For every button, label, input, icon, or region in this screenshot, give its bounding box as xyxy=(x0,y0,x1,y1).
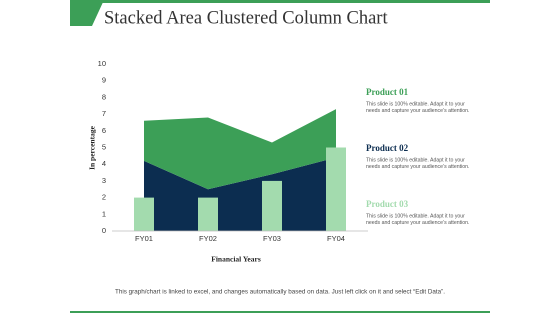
x-tick-label: FY01 xyxy=(135,234,153,243)
legend-description: This slide is 100% editable. Adapt it to… xyxy=(366,157,465,163)
bar xyxy=(326,147,346,231)
y-axis-label: In percentage xyxy=(88,125,97,169)
legend-entry: Product 03 xyxy=(366,199,409,209)
bar xyxy=(262,180,282,231)
legend-entry: Product 02 xyxy=(366,143,409,153)
x-tick-label: FY03 xyxy=(263,234,281,243)
top-rule xyxy=(70,0,490,3)
legend-description: This slide is 100% editable. Adapt it to… xyxy=(366,213,465,219)
y-tick-label: 2 xyxy=(102,193,106,202)
legend-description: needs and capture your audience’s attent… xyxy=(366,108,469,114)
area xyxy=(144,109,336,190)
y-tick-label: 8 xyxy=(102,92,106,101)
legend-description: needs and capture your audience’s attent… xyxy=(366,164,469,170)
legend-entry: Product 01 xyxy=(366,87,409,97)
y-tick-label: 7 xyxy=(102,109,106,118)
y-tick-label: 6 xyxy=(102,126,106,135)
legend-description: needs and capture your audience’s attent… xyxy=(366,220,469,226)
y-tick-label: 5 xyxy=(102,142,106,151)
x-axis-label: Financial Years xyxy=(211,255,261,264)
x-tick-label: FY04 xyxy=(327,234,345,243)
y-tick-label: 3 xyxy=(102,176,106,185)
y-tick-label: 1 xyxy=(102,209,106,218)
title-accent xyxy=(70,0,104,26)
chart-title: Stacked Area Clustered Column Chart xyxy=(104,8,388,28)
legend-description: This slide is 100% editable. Adapt it to… xyxy=(366,101,465,107)
bottom-rule xyxy=(70,311,490,313)
bar xyxy=(134,197,154,231)
y-tick-label: 10 xyxy=(98,59,106,68)
y-tick-label: 4 xyxy=(102,159,106,168)
y-tick-label: 0 xyxy=(102,226,106,235)
footnote: This graph/chart is linked to excel, and… xyxy=(115,289,445,296)
y-tick-label: 9 xyxy=(102,76,106,85)
bar xyxy=(198,197,218,231)
area xyxy=(144,157,336,231)
x-tick-label: FY02 xyxy=(199,234,217,243)
